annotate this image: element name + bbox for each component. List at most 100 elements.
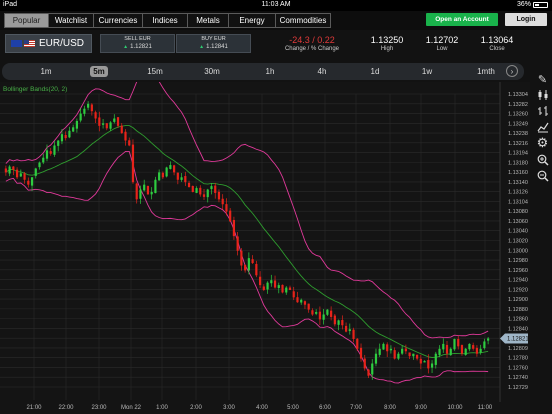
x-tick-label: Mon 22 xyxy=(121,405,142,411)
candle-body xyxy=(169,165,172,169)
candle-body xyxy=(337,320,340,325)
x-axis: 21:00 22:00 23:00 Mon 22 1:00 2:00 3:00 4:00 5:0… xyxy=(26,405,492,411)
buy-price-row: ▲ 1.12841 xyxy=(177,44,250,50)
tab-currencies[interactable]: Currencies xyxy=(94,13,143,28)
timeframe-30m[interactable]: 30m xyxy=(204,67,220,76)
pair-selector[interactable]: EUR/USD xyxy=(5,34,92,53)
y-tick-label: 1.13140 xyxy=(508,180,528,186)
candle-body xyxy=(464,348,467,355)
zoom-in-icon[interactable] xyxy=(535,153,550,167)
timeframe-5m[interactable]: 5m xyxy=(90,66,108,77)
candle-body xyxy=(247,258,250,271)
x-tick-label: 1:00 xyxy=(156,405,168,411)
candle-body xyxy=(79,113,82,121)
candle-body xyxy=(165,167,168,177)
candle-body xyxy=(131,144,135,183)
candle-body xyxy=(113,118,116,122)
pair-name: EUR/USD xyxy=(39,38,85,49)
gear-icon[interactable]: ⚙ xyxy=(536,135,549,150)
y-tick-label: 1.13249 xyxy=(508,121,528,127)
candle-body xyxy=(356,338,359,349)
candlestick-glyph xyxy=(538,90,547,100)
buy-label: BUY EUR xyxy=(201,36,226,42)
change-value: -24.3 / 0.22 xyxy=(289,35,335,45)
bollinger-bands xyxy=(5,82,489,384)
zoom-in-glyph xyxy=(537,154,549,166)
timeframe-bar: 1m 5m 15m 30m 1h 4h 1d 1w 1mth › xyxy=(2,63,524,80)
y-tick-label: 1.12729 xyxy=(508,385,528,391)
zoom-out-icon[interactable] xyxy=(535,169,550,183)
candle-body xyxy=(430,363,434,368)
candle-body xyxy=(266,282,269,290)
timeframe-15m[interactable]: 15m xyxy=(147,67,163,76)
candle-body xyxy=(60,134,64,142)
candle-body xyxy=(378,348,381,355)
timeframe-1h[interactable]: 1h xyxy=(265,67,275,76)
candle-body xyxy=(150,192,153,195)
candle-body xyxy=(210,186,213,190)
line-chart-icon[interactable] xyxy=(535,120,550,134)
open-account-button[interactable]: Open an Account xyxy=(426,13,498,26)
candle-body xyxy=(8,166,11,174)
candle-body xyxy=(318,311,321,320)
candle-body xyxy=(120,125,123,134)
tab-watchlist[interactable]: Watchlist xyxy=(49,13,94,28)
candle-body xyxy=(262,286,265,290)
candle-body xyxy=(135,183,138,200)
chart-canvas[interactable]: 1.13304 1.13282 1.13260 1.13249 1.13238 1.132… xyxy=(0,82,530,414)
current-price-label: 1.12821 xyxy=(507,337,529,343)
candle-body xyxy=(98,117,101,126)
bars-icon[interactable] xyxy=(535,104,550,118)
candle-body xyxy=(240,250,243,266)
candle-body xyxy=(53,145,56,155)
candle-body xyxy=(468,343,471,350)
candle-body xyxy=(202,194,206,197)
timeframe-4h[interactable]: 4h xyxy=(317,67,327,76)
timeframe-1mth[interactable]: 1mth xyxy=(477,67,495,76)
candle-body xyxy=(300,299,303,303)
candle-body xyxy=(386,344,389,352)
candle-body xyxy=(236,236,239,251)
pencil-icon[interactable]: ✎ xyxy=(537,73,548,86)
candle-body xyxy=(229,210,232,222)
tab-popular[interactable]: Popular xyxy=(4,13,49,28)
y-tick-label: 1.12740 xyxy=(508,375,528,381)
x-tick-label: 10:00 xyxy=(447,405,463,411)
tab-energy[interactable]: Energy xyxy=(229,13,276,28)
candle-body xyxy=(184,176,187,183)
candle-body xyxy=(363,358,366,369)
up-arrow-icon: ▲ xyxy=(123,44,129,50)
y-tick-label: 1.13020 xyxy=(508,239,528,245)
price-tag-shape xyxy=(500,333,528,344)
sell-price-row: ▲ 1.12821 xyxy=(101,44,174,50)
top-nav: Popular Watchlist Currencies Indices Met… xyxy=(0,11,552,30)
y-tick-label: 1.12900 xyxy=(508,297,528,303)
tab-metals[interactable]: Metals xyxy=(188,13,229,28)
timeframe-1m[interactable]: 1m xyxy=(40,67,52,76)
tab-indices[interactable]: Indices xyxy=(143,13,188,28)
chevron-right-icon[interactable]: › xyxy=(506,65,518,77)
x-tick-label: 21:00 xyxy=(26,405,42,411)
candle-body xyxy=(180,177,183,180)
login-button[interactable]: Login xyxy=(505,13,547,26)
x-tick-label: 4:00 xyxy=(256,405,268,411)
candle-body xyxy=(371,363,374,375)
candle-body xyxy=(322,314,325,320)
timeframe-1w[interactable]: 1w xyxy=(421,67,433,76)
sell-button[interactable]: SELL EUR ▲ 1.12821 xyxy=(100,34,175,53)
candle-body xyxy=(277,285,280,289)
tab-commodities[interactable]: Commodities xyxy=(276,13,331,28)
buy-button[interactable]: BUY EUR ▲ 1.12841 xyxy=(176,34,251,53)
candle-body xyxy=(434,353,437,365)
y-tick-label: 1.12840 xyxy=(508,326,528,332)
candle-body xyxy=(475,347,479,354)
candle-body xyxy=(195,188,198,193)
y-tick-label: 1.13304 xyxy=(508,92,528,98)
timeframe-1d[interactable]: 1d xyxy=(370,67,380,76)
candle-body xyxy=(221,198,224,205)
candle-body xyxy=(105,123,108,129)
candle-body xyxy=(83,108,86,114)
candle-body xyxy=(57,140,60,146)
candlestick-icon[interactable] xyxy=(535,88,550,102)
price-chart[interactable]: 1.13304 1.13282 1.13260 1.13249 1.13238 1.132… xyxy=(0,82,530,414)
